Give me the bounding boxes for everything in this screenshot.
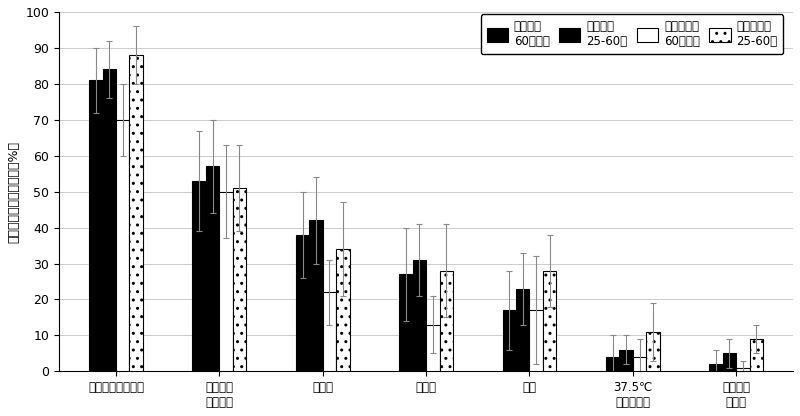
Bar <box>336 249 350 371</box>
Bar <box>130 55 143 371</box>
Bar <box>413 260 426 371</box>
Bar <box>502 310 516 371</box>
Bar <box>399 274 413 371</box>
Bar <box>543 271 556 371</box>
Bar <box>102 69 116 371</box>
Y-axis label: 副反応が見られた割合（%）: 副反応が見られた割合（%） <box>7 141 20 243</box>
Legend: モデルナ
60歳以上, モデルナ
25-60歳, ファイザー
60歳以上, ファイザー
25-60歳: モデルナ 60歳以上, モデルナ 25-60歳, ファイザー 60歳以上, ファ… <box>481 14 783 54</box>
Bar <box>219 192 233 371</box>
Bar <box>296 235 310 371</box>
Bar <box>530 310 543 371</box>
Bar <box>116 120 130 371</box>
Bar <box>646 332 660 371</box>
Bar <box>310 220 322 371</box>
Bar <box>516 289 530 371</box>
Bar <box>233 188 246 371</box>
Bar <box>322 292 336 371</box>
Bar <box>439 271 453 371</box>
Bar <box>206 166 219 371</box>
Bar <box>750 339 763 371</box>
Bar <box>736 368 750 371</box>
Bar <box>722 353 736 371</box>
Bar <box>633 357 646 371</box>
Bar <box>426 324 439 371</box>
Bar <box>89 80 102 371</box>
Bar <box>193 181 206 371</box>
Bar <box>710 364 722 371</box>
Bar <box>606 357 619 371</box>
Bar <box>619 350 633 371</box>
